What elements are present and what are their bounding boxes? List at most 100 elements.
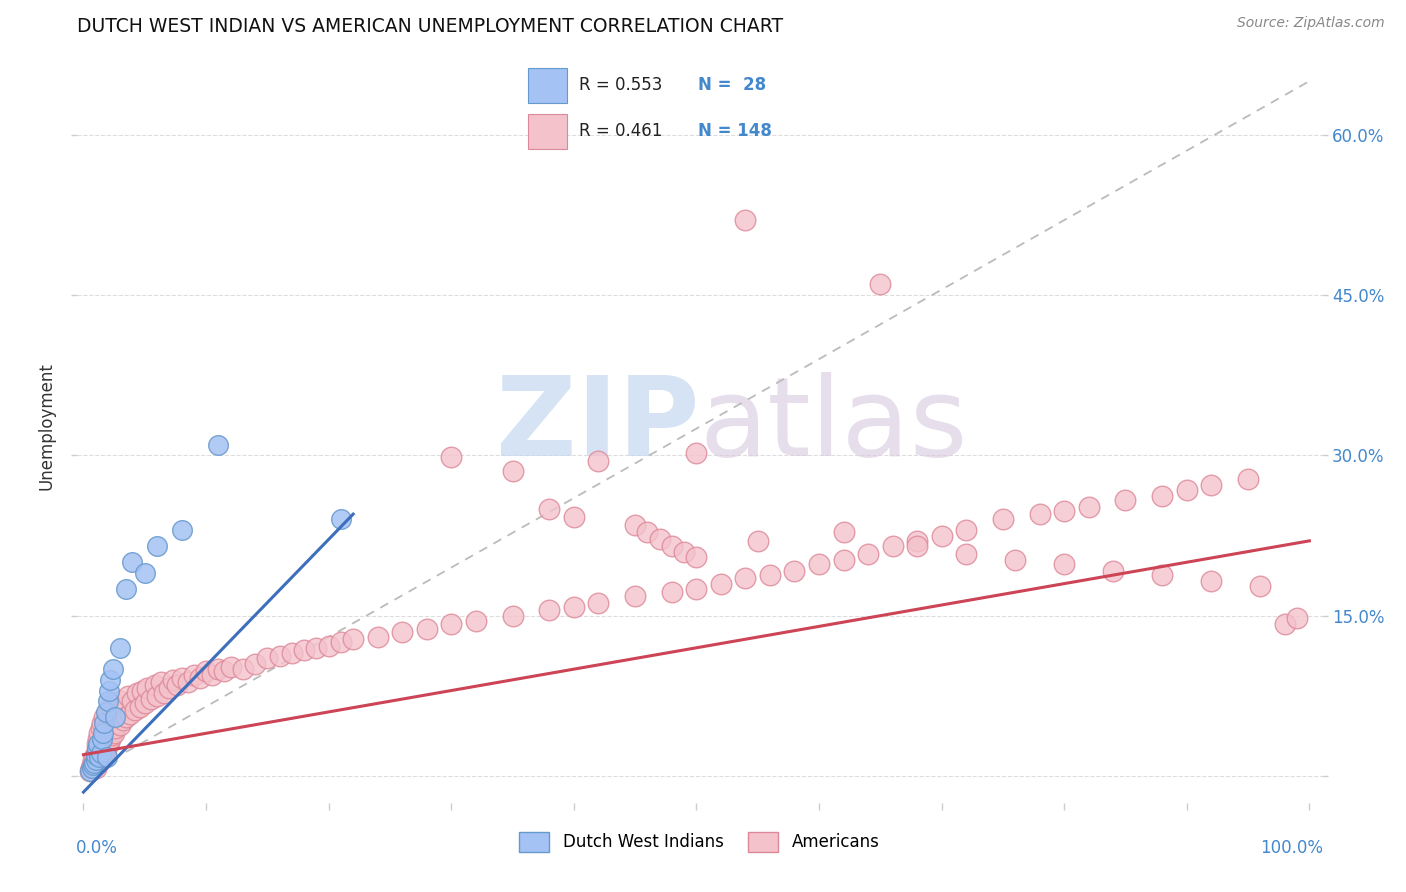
Point: [243, 657, 266, 671]
Point: [783, 564, 806, 578]
Point: [292, 643, 315, 657]
Point: [84, 747, 107, 762]
Point: [588, 596, 610, 610]
Point: [139, 692, 162, 706]
Point: [93, 746, 115, 760]
Point: [905, 539, 928, 553]
Point: [269, 649, 291, 664]
Point: [84, 747, 107, 762]
Point: [1237, 472, 1260, 486]
Point: [538, 501, 561, 516]
Point: [91, 737, 114, 751]
Point: [588, 453, 610, 467]
Point: [183, 667, 205, 681]
Text: 100.0%: 100.0%: [1260, 839, 1323, 857]
Point: [624, 517, 647, 532]
Point: [214, 665, 236, 679]
Point: [808, 558, 831, 572]
Point: [103, 697, 125, 711]
Text: DUTCH WEST INDIAN VS AMERICAN UNEMPLOYMENT CORRELATION CHART: DUTCH WEST INDIAN VS AMERICAN UNEMPLOYME…: [77, 17, 783, 37]
Point: [734, 571, 756, 585]
Point: [673, 544, 696, 558]
Point: [232, 662, 254, 676]
Point: [562, 600, 585, 615]
Point: [94, 705, 117, 719]
Point: [955, 523, 977, 537]
Point: [955, 547, 977, 561]
Point: [117, 689, 139, 703]
Point: [1102, 564, 1125, 578]
Point: [79, 764, 101, 778]
Point: [1249, 579, 1271, 593]
Point: [931, 528, 953, 542]
Point: [832, 525, 855, 540]
Point: [87, 737, 110, 751]
Point: [101, 662, 124, 676]
Point: [96, 739, 118, 753]
Point: [685, 582, 707, 596]
Point: [82, 756, 104, 771]
Point: [440, 617, 463, 632]
Point: [86, 753, 108, 767]
Point: [1053, 504, 1076, 518]
Point: [1274, 617, 1296, 632]
Point: [685, 446, 707, 460]
Point: [869, 277, 891, 292]
Point: [89, 749, 111, 764]
Point: [128, 699, 150, 714]
Point: [82, 753, 104, 767]
Point: [90, 731, 112, 746]
Point: [118, 707, 141, 722]
Point: [661, 585, 683, 599]
Y-axis label: Unemployment: Unemployment: [38, 362, 56, 490]
Point: [710, 576, 733, 591]
Point: [90, 715, 112, 730]
Point: [100, 710, 122, 724]
Point: [1114, 493, 1136, 508]
Point: [80, 758, 103, 772]
Point: [96, 721, 118, 735]
Point: [1077, 500, 1099, 514]
Point: [134, 566, 156, 580]
Point: [856, 547, 879, 561]
Point: [832, 553, 855, 567]
Point: [153, 686, 176, 700]
Point: [502, 608, 524, 623]
Point: [562, 510, 585, 524]
Point: [149, 675, 172, 690]
Point: [1053, 558, 1076, 572]
Point: [90, 753, 112, 767]
Point: [93, 715, 115, 730]
Point: [415, 622, 437, 636]
Point: [104, 710, 127, 724]
Point: [93, 710, 115, 724]
Point: [83, 749, 105, 764]
Point: [79, 764, 101, 778]
Point: [367, 630, 389, 644]
Point: [1175, 483, 1198, 497]
Point: [80, 760, 103, 774]
Point: [87, 749, 110, 764]
Point: [82, 758, 104, 772]
Point: [89, 739, 111, 753]
Point: [110, 640, 132, 655]
Point: [1286, 611, 1309, 625]
Point: [464, 614, 486, 628]
Point: [94, 742, 117, 756]
Point: [86, 742, 108, 756]
Legend: Dutch West Indians, Americans: Dutch West Indians, Americans: [513, 825, 886, 858]
Point: [89, 747, 111, 762]
Point: [103, 726, 125, 740]
Point: [146, 539, 169, 553]
Point: [97, 694, 120, 708]
Point: [98, 735, 121, 749]
Point: [170, 671, 193, 685]
Point: [624, 590, 647, 604]
Point: [86, 737, 108, 751]
Point: [100, 731, 122, 746]
Point: [104, 721, 127, 735]
Point: [84, 756, 107, 771]
Point: [124, 703, 146, 717]
Point: [90, 746, 112, 760]
Point: [100, 673, 122, 687]
